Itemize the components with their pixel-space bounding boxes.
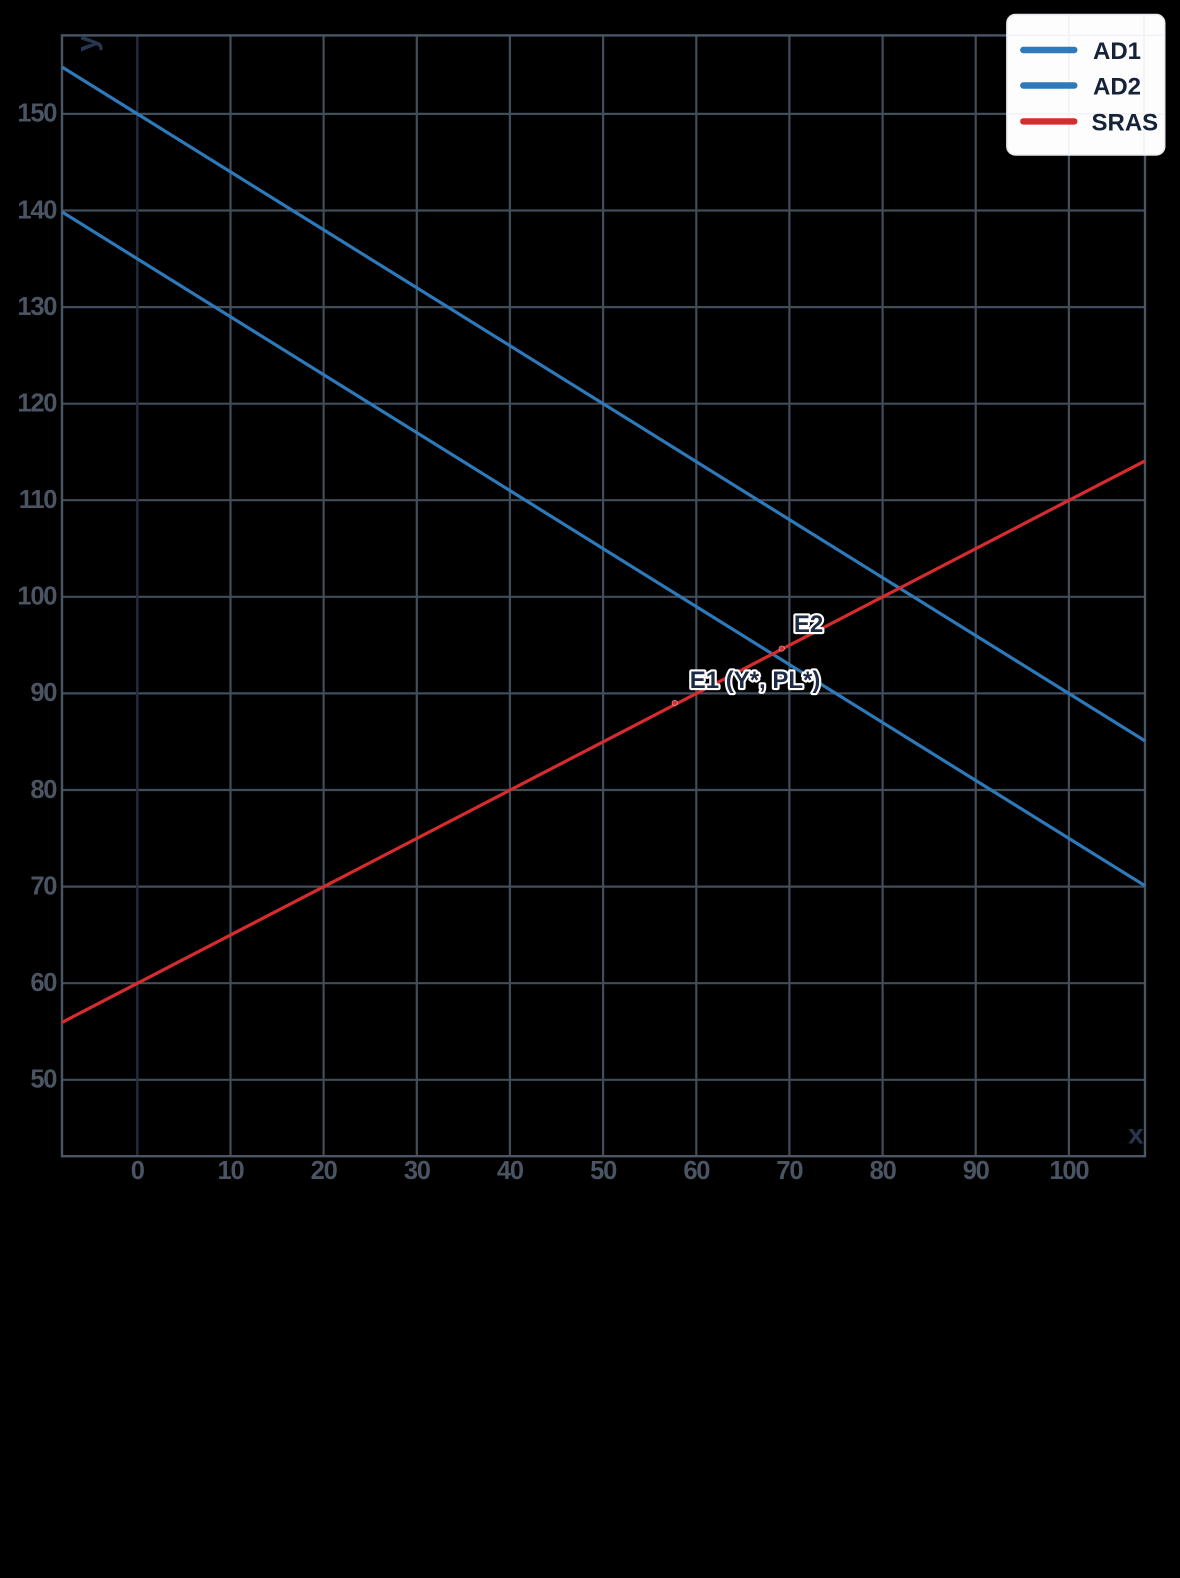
- svg-text:60: 60: [683, 1157, 710, 1185]
- svg-text:80: 80: [870, 1157, 897, 1185]
- svg-text:120: 120: [17, 390, 57, 418]
- svg-text:150: 150: [17, 100, 57, 128]
- svg-text:0: 0: [131, 1157, 145, 1185]
- svg-text:SRAS: SRAS: [1092, 109, 1159, 136]
- svg-text:110: 110: [19, 486, 58, 514]
- svg-text:x: x: [1128, 1119, 1144, 1150]
- svg-text:60: 60: [30, 969, 57, 997]
- svg-text:AD2: AD2: [1093, 74, 1141, 101]
- svg-text:100: 100: [17, 583, 57, 611]
- svg-text:90: 90: [30, 679, 57, 707]
- svg-text:70: 70: [30, 872, 57, 900]
- svg-text:E2: E2: [794, 611, 823, 638]
- svg-text:E1 (Y*, PL*): E1 (Y*, PL*): [690, 667, 821, 694]
- svg-text:50: 50: [590, 1157, 617, 1185]
- svg-text:80: 80: [30, 776, 57, 804]
- svg-text:10: 10: [218, 1157, 245, 1185]
- svg-text:40: 40: [497, 1157, 524, 1185]
- svg-text:140: 140: [17, 196, 57, 224]
- svg-text:130: 130: [17, 293, 57, 321]
- svg-text:20: 20: [311, 1157, 338, 1185]
- svg-text:AD1: AD1: [1093, 38, 1141, 65]
- svg-text:70: 70: [776, 1157, 803, 1185]
- svg-text:30: 30: [404, 1157, 431, 1185]
- svg-text:100: 100: [1049, 1157, 1089, 1185]
- svg-text:y: y: [70, 35, 103, 52]
- svg-text:90: 90: [963, 1157, 990, 1185]
- svg-text:50: 50: [30, 1066, 57, 1094]
